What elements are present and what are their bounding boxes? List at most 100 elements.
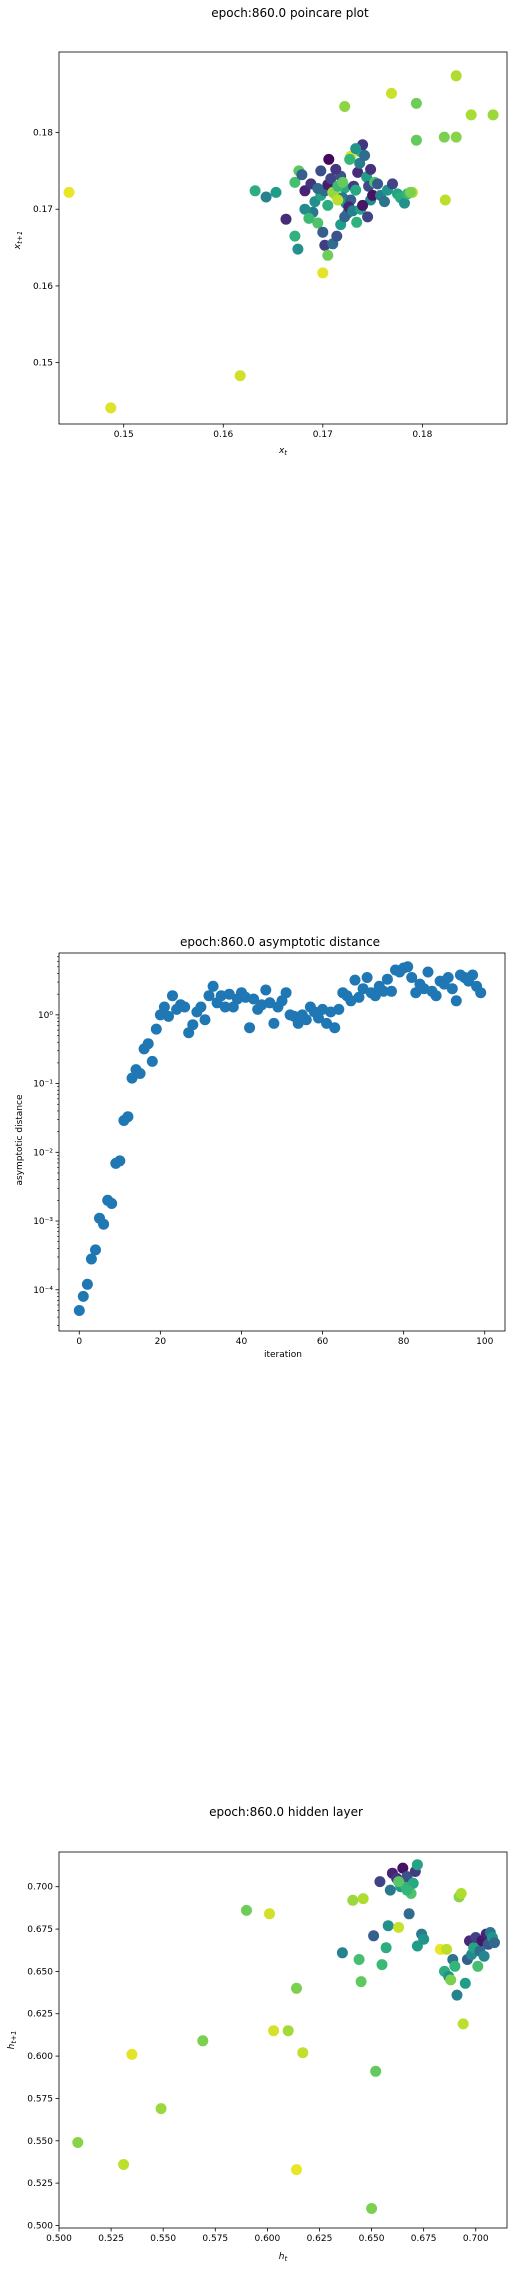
data-point <box>333 1003 345 1015</box>
data-point <box>399 197 410 209</box>
data-point <box>270 186 282 198</box>
y-tick-label: 0.650 <box>27 1967 53 1977</box>
chart-title: epoch:860.0 hidden layer <box>209 1805 363 1819</box>
data-point <box>315 165 327 177</box>
axes: 0.500 0.525 0.550 0.575 0.600 0.625 0.650 0.675… <box>27 1883 489 2244</box>
data-point <box>403 1908 415 1920</box>
y-tick-label: 0.625 <box>27 2010 53 2020</box>
data-point <box>244 1022 256 1034</box>
data-point <box>268 1017 280 1029</box>
data-point <box>336 1947 348 1959</box>
data-point <box>442 972 454 983</box>
x-tick-label: 80 <box>398 1337 410 1347</box>
data-point <box>297 2047 309 2059</box>
x-tick-label: 100 <box>476 1337 493 1347</box>
data-point <box>478 1950 490 1962</box>
data-point <box>459 1977 471 1989</box>
y-axis-label: xt+1 <box>13 231 24 250</box>
x-tick-label: 0.15 <box>114 430 134 440</box>
data-point <box>365 163 377 175</box>
x-axis-label: ht <box>279 2252 288 2263</box>
data-point <box>344 153 356 165</box>
data-point <box>330 163 342 175</box>
data-point <box>118 2159 130 2170</box>
x-tick-label: 0.16 <box>213 430 233 440</box>
data-point <box>368 1930 380 1942</box>
data-point <box>455 1888 467 1899</box>
data-point <box>457 2018 469 2030</box>
data-point <box>282 2025 294 2037</box>
x-tick-label: 0.625 <box>307 2234 333 2244</box>
y-tick-label: 0.575 <box>27 2094 53 2104</box>
axes: 0 20 40 60 80 100 10⁻⁴ 10⁻³ 10⁻² 10⁻¹ 10⁰ <box>33 956 494 1347</box>
data-point <box>379 196 390 208</box>
x-tick-label: 0.525 <box>98 2234 124 2244</box>
x-tick-label: 60 <box>317 1337 329 1347</box>
data-point <box>63 186 75 198</box>
data-point <box>438 131 450 143</box>
x-tick-label: 0.550 <box>150 2234 176 2244</box>
data-point <box>386 985 397 997</box>
data-point <box>146 1055 158 1067</box>
data-point <box>374 1876 386 1888</box>
data-point <box>249 185 261 197</box>
data-point <box>339 211 351 223</box>
data-point <box>331 230 343 242</box>
data-point <box>72 2137 84 2148</box>
data-point <box>300 1014 312 1026</box>
data-point <box>126 2048 138 2060</box>
data-point <box>357 1893 369 1905</box>
data-point <box>322 249 334 261</box>
y-tick-label: 0.600 <box>27 2052 53 2062</box>
data-point <box>280 987 292 999</box>
data-point <box>260 191 272 203</box>
data-point <box>296 169 308 181</box>
data-point <box>90 1244 101 1256</box>
data-point <box>450 70 462 82</box>
data-point <box>350 184 362 196</box>
y-tick-label: 10⁻⁴ <box>33 1286 53 1296</box>
data-point <box>370 2065 382 2077</box>
x-tick-label: 0.17 <box>313 430 333 440</box>
data-point <box>410 134 422 146</box>
data-point <box>353 991 365 1003</box>
data-point <box>367 189 379 201</box>
chart-title: epoch:860.0 asymptotic distance <box>180 935 380 949</box>
data-point <box>366 2203 378 2214</box>
data-point <box>410 97 422 109</box>
data-point <box>179 1001 191 1013</box>
data-point <box>313 1012 324 1024</box>
data-point <box>350 143 362 155</box>
data-point <box>323 153 335 165</box>
x-tick-label: 40 <box>236 1337 248 1347</box>
data-point <box>441 1943 453 1955</box>
data-point <box>291 1982 302 1994</box>
data-point <box>381 973 393 985</box>
data-point <box>351 216 363 228</box>
plot-area <box>58 51 508 425</box>
data-point <box>207 980 219 992</box>
data-point <box>418 1933 430 1945</box>
y-tick-label: 0.525 <box>27 2179 53 2189</box>
data-point <box>197 2035 209 2047</box>
data-point <box>384 1884 396 1896</box>
y-axis-label: ht+1 <box>7 2031 18 2050</box>
data-point <box>276 995 288 1007</box>
data-point <box>85 1253 97 1265</box>
data-point <box>487 109 499 121</box>
data-point <box>268 2025 280 2037</box>
data-point <box>203 990 215 1002</box>
data-point <box>439 194 451 206</box>
data-point <box>377 985 389 997</box>
data-point <box>397 1862 409 1874</box>
data-point <box>155 2103 167 2115</box>
data-point <box>167 990 178 1002</box>
data-point <box>312 183 324 194</box>
x-tick-label: 0.675 <box>411 2234 437 2244</box>
data-point <box>489 1937 500 1949</box>
data-point <box>475 987 487 999</box>
data-point <box>406 972 418 983</box>
data-point <box>445 1974 457 1986</box>
data-point <box>264 997 276 1009</box>
y-tick-label: 10⁻³ <box>33 1217 53 1227</box>
